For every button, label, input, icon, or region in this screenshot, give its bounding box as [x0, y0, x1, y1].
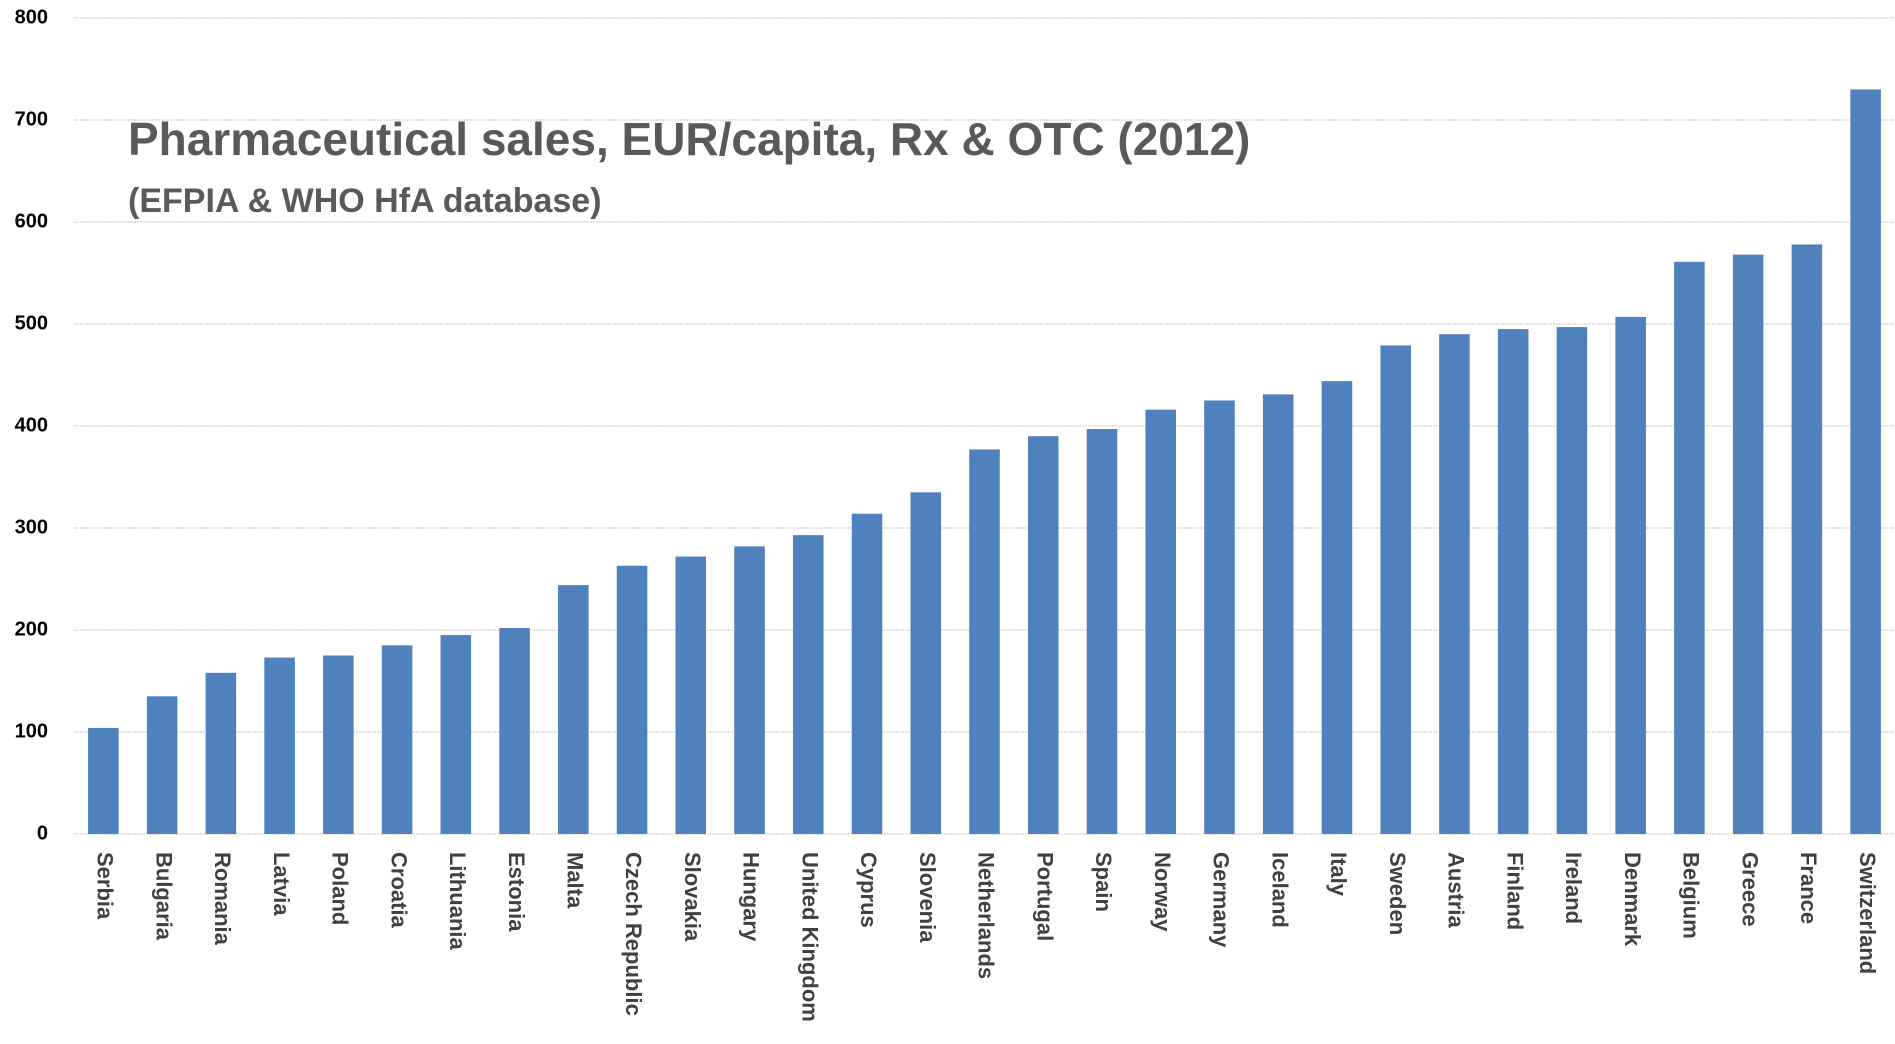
x-tick-label: Germany	[1209, 852, 1234, 948]
x-tick-label: Austria	[1444, 852, 1469, 929]
y-tick-label: 600	[15, 210, 48, 232]
x-tick-label: Slovakia	[680, 852, 705, 942]
bar	[1850, 89, 1881, 834]
bar	[734, 546, 765, 834]
x-tick-label: Greece	[1737, 852, 1762, 927]
x-tick-label: Estonia	[504, 852, 529, 932]
bar	[264, 657, 295, 834]
bar	[499, 627, 530, 834]
bar	[1497, 329, 1529, 834]
x-tick-label: Portugal	[1032, 852, 1057, 941]
bar	[851, 513, 883, 834]
x-tick-label: Ireland	[1561, 852, 1586, 924]
bar	[440, 635, 472, 834]
bar	[1086, 429, 1118, 834]
x-tick-label: Lithuania	[445, 852, 470, 951]
chart-title: Pharmaceutical sales, EUR/capita, Rx & O…	[128, 113, 1250, 165]
y-tick-label: 800	[15, 6, 48, 28]
x-tick-label: Serbia	[93, 852, 118, 920]
bar	[1439, 334, 1470, 834]
bar	[969, 449, 1000, 834]
x-tick-label: Italy	[1326, 852, 1351, 897]
bar	[1380, 345, 1411, 834]
bar	[146, 696, 178, 834]
y-tick-label: 700	[15, 108, 48, 130]
bar	[1556, 327, 1588, 834]
y-tick-label: 400	[15, 414, 48, 436]
x-tick-label: Iceland	[1267, 852, 1292, 928]
x-tick-label: Romania	[210, 852, 235, 946]
y-tick-label: 100	[15, 720, 48, 742]
x-tick-label: Malta	[562, 852, 587, 909]
bar	[1791, 244, 1823, 834]
bar	[88, 727, 119, 834]
x-tick-label: Hungary	[739, 852, 764, 942]
bar	[205, 672, 237, 834]
x-tick-label: Poland	[328, 852, 353, 925]
x-tick-label: Sweden	[1385, 852, 1410, 935]
x-tick-label: Cyprus	[856, 852, 881, 928]
bar	[793, 535, 824, 834]
bar	[558, 585, 589, 834]
x-tick-label: Croatia	[386, 852, 411, 929]
x-tick-label: Latvia	[269, 852, 294, 916]
x-tick-label: Spain	[1091, 852, 1116, 912]
bar	[1145, 409, 1176, 834]
x-tick-label: Czech Republic	[621, 852, 646, 1016]
bar	[1027, 436, 1059, 834]
x-tick-label: United Kingdom	[797, 852, 822, 1022]
y-tick-label: 500	[15, 312, 48, 334]
bar	[1615, 316, 1646, 834]
bar	[675, 556, 707, 834]
y-tick-label: 0	[37, 822, 48, 844]
bar	[1262, 394, 1294, 834]
x-tick-label: Bulgaria	[151, 852, 176, 941]
bar	[381, 645, 413, 834]
y-tick-label: 300	[15, 516, 48, 538]
chart-subtitle: (EFPIA & WHO HfA database)	[128, 182, 602, 220]
x-tick-label: Netherlands	[974, 852, 999, 979]
x-tick-label: Slovenia	[915, 852, 940, 943]
bar	[323, 655, 354, 834]
bar	[910, 492, 942, 834]
x-tick-label: Belgium	[1679, 852, 1704, 939]
y-tick-label: 200	[15, 618, 48, 640]
bar	[1321, 381, 1353, 834]
x-tick-label: France	[1796, 852, 1821, 924]
bar	[1204, 400, 1235, 834]
x-tick-label: Switzerland	[1855, 852, 1880, 974]
x-tick-label: Denmark	[1620, 852, 1645, 947]
x-tick-label: Norway	[1150, 852, 1175, 932]
bar	[1732, 254, 1764, 834]
plot: 0 100 200 300 400 500 600 700 800 Serbia Bulgaria R…	[15, 6, 1895, 1022]
bar	[616, 565, 648, 834]
bar	[1674, 261, 1705, 834]
x-tick-label: Finland	[1502, 852, 1527, 930]
